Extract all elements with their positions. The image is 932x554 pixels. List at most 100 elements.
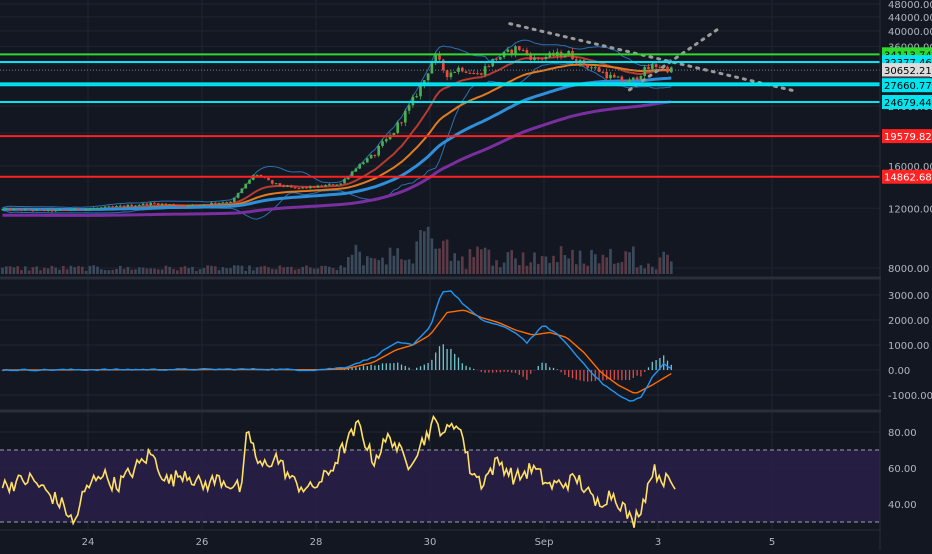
volume-bar xyxy=(183,266,187,274)
trend-lines[interactable] xyxy=(508,22,797,93)
candle-body xyxy=(407,105,411,111)
volume-bar xyxy=(149,268,153,274)
macd-signal-line xyxy=(2,309,672,394)
volume-bar xyxy=(278,265,282,274)
volume-bar xyxy=(514,258,517,274)
rsi-tick-label: 40.00 xyxy=(888,500,917,511)
candle-body xyxy=(343,179,346,184)
volume-bar xyxy=(635,267,639,274)
time-tick-label: 3 xyxy=(655,537,661,548)
price-tag xyxy=(882,95,932,110)
volume-bar xyxy=(134,269,137,274)
candle-body xyxy=(278,183,282,186)
candle-body xyxy=(217,202,221,204)
candle-body xyxy=(464,71,468,73)
candle-body xyxy=(213,202,217,204)
candle-body xyxy=(39,209,42,211)
candle-body xyxy=(12,209,16,211)
volume-bar xyxy=(126,266,130,274)
macd-line xyxy=(2,290,672,402)
volume-bar xyxy=(650,266,654,274)
volume-bar xyxy=(381,257,384,274)
volume-bar xyxy=(563,255,567,274)
macd-tick-label: -1000.00 xyxy=(888,391,932,402)
volume-bar xyxy=(286,266,289,274)
time-tick-label: 30 xyxy=(424,537,437,548)
candle-body xyxy=(628,79,631,82)
price-tag-label: 30652.21 xyxy=(884,66,932,77)
volume-bar xyxy=(620,262,624,274)
candle-body xyxy=(1,209,4,211)
candle-body xyxy=(487,66,491,68)
candle-body xyxy=(286,185,289,187)
volume-bar xyxy=(647,263,650,274)
candle-body xyxy=(563,55,567,58)
candle-body xyxy=(517,46,521,50)
volume-bar xyxy=(362,265,365,274)
candle-body xyxy=(274,183,278,185)
volume-bar xyxy=(263,265,267,274)
candle-body xyxy=(160,203,164,205)
candle-body xyxy=(609,74,612,79)
price-tag-label: 19579.82 xyxy=(884,132,932,143)
volume-bar xyxy=(259,266,263,274)
volume-bar xyxy=(267,267,270,274)
volume-bar xyxy=(487,249,491,274)
volume-bar xyxy=(270,268,274,274)
volume-bar xyxy=(631,246,635,274)
volume-bar xyxy=(529,262,533,274)
candle-body xyxy=(525,50,529,54)
horizontal-levels[interactable] xyxy=(0,53,880,178)
candle-body xyxy=(198,204,202,206)
candle-body xyxy=(103,206,107,208)
candle-body xyxy=(590,67,593,69)
price-tick-label: 12000.00 xyxy=(888,204,932,215)
candle-body xyxy=(130,204,134,207)
volume-bar xyxy=(122,268,126,274)
volume-bar xyxy=(628,252,631,274)
candle-body xyxy=(354,168,358,172)
candle-body xyxy=(601,71,605,73)
trend-line[interactable] xyxy=(628,25,723,92)
volume-bar xyxy=(107,270,111,274)
volume-bar xyxy=(559,246,563,274)
trend-line[interactable] xyxy=(508,22,797,93)
candle-body xyxy=(639,75,643,80)
volume-bar xyxy=(388,247,392,274)
candle-body xyxy=(92,207,96,209)
volume-bar xyxy=(533,252,536,274)
moving-average-line xyxy=(2,100,672,217)
volume-bar xyxy=(73,267,77,274)
volume-bar xyxy=(61,266,65,274)
volume-bar xyxy=(156,269,160,274)
volume-bar xyxy=(232,265,236,274)
volume-bar xyxy=(103,270,107,274)
volume-bar xyxy=(612,263,616,274)
volume-bar xyxy=(567,258,571,274)
volume-bar xyxy=(153,268,156,274)
volume-bar xyxy=(434,248,438,274)
volume-bar xyxy=(430,238,434,274)
volume-bar xyxy=(525,265,529,274)
volume-bar xyxy=(77,266,80,274)
candle-body xyxy=(289,185,293,188)
volume-bar xyxy=(65,269,69,274)
volume-bar xyxy=(145,268,149,274)
volume-bar xyxy=(297,268,301,274)
volume-bar xyxy=(415,241,419,274)
candle-body xyxy=(115,205,118,207)
volume-bar xyxy=(92,265,96,274)
candle-body xyxy=(141,203,145,206)
candle-body xyxy=(605,71,609,79)
candle-body xyxy=(350,171,354,177)
price-tick-label: 16000.00 xyxy=(888,162,932,173)
candle-body xyxy=(666,66,669,73)
volume-bar xyxy=(312,268,316,274)
time-axis[interactable]: 24 26 28 30 Sep 3 5 xyxy=(82,537,776,548)
candle-body xyxy=(187,205,191,207)
price-tick-label: 40000.00 xyxy=(888,27,932,38)
candle-body xyxy=(118,205,122,207)
